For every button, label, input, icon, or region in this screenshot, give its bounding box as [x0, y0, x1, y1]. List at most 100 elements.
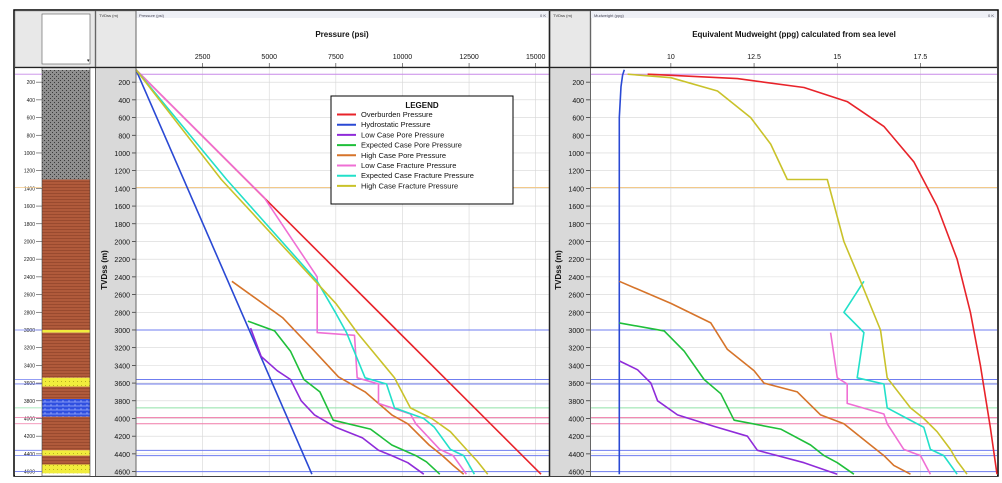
- legend-entry-label: Expected Case Fracture Pressure: [361, 171, 474, 180]
- lithology-depth-label: 2000: [24, 239, 35, 245]
- lithology-unit-claystone: [42, 332, 90, 378]
- legend-entry-label: Low Case Fracture Pressure: [361, 161, 456, 170]
- tvd-tick-label: 1000: [114, 151, 130, 158]
- tvd-tick-label: 4200: [114, 434, 130, 441]
- legend-entry-label: Overburden Pressure: [361, 110, 433, 119]
- lithology-depth-label: 600: [27, 116, 36, 122]
- mudweight-header-label: Mudweight (ppg): [594, 13, 624, 18]
- tvd-axis-title-right: TVDss (m): [554, 250, 563, 290]
- tvd-tick-label: 3400: [568, 363, 584, 370]
- tvd-tick-label: 4000: [114, 416, 130, 423]
- tvd-tick-label: 4400: [114, 452, 130, 459]
- tvd-axis-left: 200 400 600 800 1000 1200 1400 1600 1800 2000 2200…: [114, 80, 136, 477]
- tvd-tick-label: 4400: [568, 452, 584, 459]
- tvd-tick-label: 600: [118, 116, 130, 123]
- lithology-depth-label: 200: [27, 80, 36, 86]
- tvd-tick-label: 4000: [568, 416, 584, 423]
- tvd-tick-label: 3200: [114, 346, 130, 353]
- pressure-hydrostatic-pressure-line: [135, 69, 313, 475]
- x-tick-label: 10000: [393, 54, 413, 61]
- mudweight-low-case-pore-pressure-line: [618, 360, 838, 475]
- tvd-header-left-label: TVDss (m): [99, 13, 119, 18]
- legend-entry-label: Low Case Pore Pressure: [361, 130, 444, 139]
- tvd-tick-label: 2600: [568, 293, 584, 300]
- tvd-tick-label: 2800: [568, 310, 584, 317]
- lithology-depth-label: 800: [27, 133, 36, 139]
- lithology-depth-label: 1600: [24, 204, 35, 210]
- pressure-low-case-pore-pressure-line: [249, 327, 425, 475]
- tvd-tick-label: 2400: [114, 275, 130, 282]
- mudweight-high-case-pore-pressure-line: [618, 280, 911, 475]
- scroll-arrow-icon[interactable]: ▾: [87, 58, 90, 64]
- legend-entry-label: High Case Fracture Pressure: [361, 181, 458, 190]
- tvd-axis-right: 200 400 600 800 1000 1200 1400 1600 1800 2000 2200…: [568, 80, 590, 477]
- tvd-tick-label: 3000: [114, 328, 130, 335]
- lithology-depth-label: 1800: [24, 222, 35, 228]
- lithology-unit-sand: [42, 329, 90, 333]
- pressure-x-ticks: 2500 5000 7500 10000 12500 15000: [195, 54, 546, 67]
- pressure-header: Pressure (psi) 0 K Pressure (psi): [135, 10, 550, 68]
- tvd-tick-label: 2000: [568, 239, 584, 246]
- lithology-track: 200 400 600 800 1000 1200 1400 1600 1800 2000 2200…: [24, 67, 91, 477]
- pressure-high-case-fracture-pressure-line: [135, 69, 489, 475]
- lithology-depth-label: 1200: [24, 169, 35, 175]
- tvd-axis-title-left: TVDss (m): [100, 250, 109, 290]
- tvd-tick-label: 400: [572, 98, 584, 105]
- lithology-depth-label: 4600: [24, 470, 35, 476]
- mudweight-overburden-pressure-line: [647, 73, 998, 475]
- legend-entry-label: High Case Pore Pressure: [361, 151, 446, 160]
- lithology-depth-label: 4000: [24, 416, 35, 422]
- tvd-tick-label: 3800: [568, 399, 584, 406]
- tvd-header-left: TVDss (m): [95, 10, 137, 68]
- pressure-low-case-fracture-pressure-line: [135, 69, 468, 475]
- lithology-unit-claystone: [42, 455, 90, 465]
- x-tick-label: 12500: [459, 54, 479, 61]
- tvd-tick-label: 3600: [114, 381, 130, 388]
- pressure-high-case-pore-pressure-line: [231, 280, 465, 475]
- pressure-chart-title: Pressure (psi): [315, 30, 369, 39]
- x-tick-label: 12.5: [747, 54, 761, 61]
- lithology-header: ▾: [14, 10, 96, 68]
- pressure-series: [135, 69, 542, 475]
- lithology-depth-label: 3200: [24, 346, 35, 352]
- tvd-header-right-label: TVDss (m): [553, 13, 573, 18]
- lithology-depth-label: 4200: [24, 434, 35, 440]
- mudweight-chart-title: Equivalent Mudweight (ppg) calculated fr…: [692, 30, 896, 39]
- pressure-header-corner: 0 K: [540, 13, 546, 18]
- tvd-tick-label: 3800: [114, 399, 130, 406]
- tvd-header-right: TVDss (m): [549, 10, 591, 68]
- tvd-tick-label: 800: [118, 133, 130, 140]
- lithology-depth-label: 2200: [24, 257, 35, 263]
- tvd-tick-label: 4600: [568, 470, 584, 477]
- lithology-depth-label: 1400: [24, 186, 35, 192]
- tvd-tick-label: 1800: [114, 222, 130, 229]
- tvd-tick-label: 3600: [568, 381, 584, 388]
- pressure-expected-case-fracture-pressure-line: [135, 69, 476, 475]
- lithology-depth-label: 400: [27, 98, 36, 104]
- x-tick-label: 17.5: [914, 54, 928, 61]
- lithology-depth-label: 3000: [24, 328, 35, 334]
- lithology-depth-label: 2600: [24, 293, 35, 299]
- lithology-unit-sand: [42, 450, 90, 456]
- tvd-tick-label: 2400: [568, 275, 584, 282]
- tvd-tick-label: 2800: [114, 310, 130, 317]
- tvd-tick-label: 1200: [114, 169, 130, 176]
- tvd-tick-label: 600: [572, 116, 584, 123]
- mudweight-header: Mudweight (ppg) 0 K Equivalent Mudweight…: [590, 10, 998, 68]
- lithology-depth-label: 3400: [24, 363, 35, 369]
- tvd-tick-label: 2000: [114, 239, 130, 246]
- tvd-tick-label: 1400: [114, 186, 130, 193]
- tvd-tick-label: 2600: [114, 293, 130, 300]
- legend-title: LEGEND: [405, 101, 439, 110]
- tvd-tick-label: 200: [572, 80, 584, 87]
- x-tick-label: 10: [667, 54, 675, 61]
- lithology-depth-label: 2400: [24, 275, 35, 281]
- x-tick-label: 15: [833, 54, 841, 61]
- tvd-tick-label: 1400: [568, 186, 584, 193]
- tvd-tick-label: 400: [118, 98, 130, 105]
- tvd-tick-label: 1200: [568, 169, 584, 176]
- legend-entry-label: Expected Case Pore Pressure: [361, 141, 462, 150]
- pressure-header-label: Pressure (psi): [139, 13, 165, 18]
